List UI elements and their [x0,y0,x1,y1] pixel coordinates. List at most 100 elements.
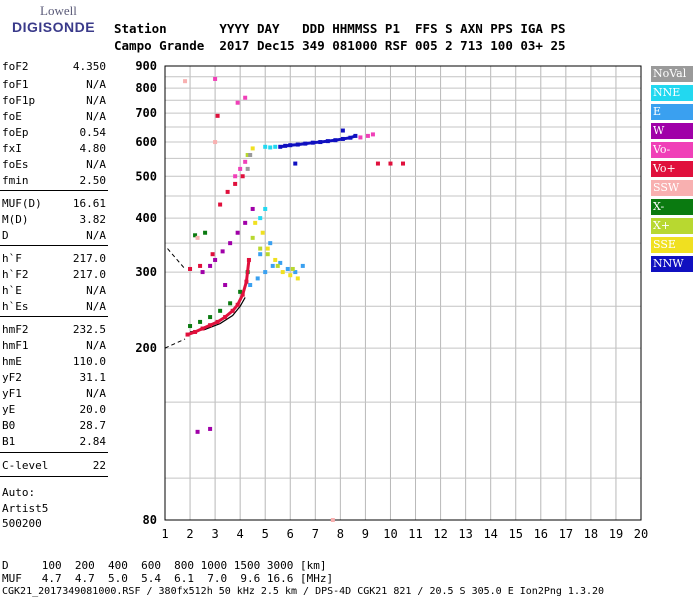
header-row-labels: Station YYYY DAY DDD HHMMSS P1 FFS S AXN… [114,21,566,36]
data-point-nne [263,206,268,211]
data-point-e [300,263,305,268]
data-point-vo [375,161,380,166]
data-point-sse [273,257,278,262]
separator [0,476,108,477]
data-point-x [198,319,203,324]
param-name: h`F [2,252,22,265]
param-value: N/A [86,78,106,91]
x-tick-label: 2 [186,527,193,541]
param-value: N/A [86,94,106,107]
data-point-ssw [330,518,335,522]
param-value: 22 [92,459,106,472]
param-value: 232.5 [72,323,106,336]
data-point-nne [268,145,273,150]
legend-item: E [651,104,693,120]
param-value: N/A [86,300,106,313]
data-point-x [238,289,243,294]
data-point-w [223,283,228,288]
legend-item: NoVal [651,66,693,82]
data-point-vo [365,133,370,138]
param-value: 16.61 [72,197,106,210]
x-tick-label: 5 [262,527,269,541]
data-point-vo [233,181,238,186]
separator [0,452,108,453]
data-point-w [250,206,255,211]
data-point-sse [295,276,300,281]
separator [0,245,108,246]
param-name: foEs [2,158,29,171]
y-tick-label: 800 [135,81,157,95]
x-tick-label: 13 [458,527,472,541]
legend-item: X+ [651,218,693,234]
data-point-sse [288,273,293,278]
x-tick-label: 4 [237,527,244,541]
data-point-nne [273,144,278,149]
data-point-ssw [213,140,218,145]
data-point-x [228,301,233,306]
data-point-e [278,260,283,265]
o-trace-line [187,259,251,336]
param-name: MUF(D) [2,197,42,210]
param-name: yF1 [2,387,22,400]
data-point-vo [240,174,245,179]
data-point-vo [233,174,238,179]
legend-item: SSE [651,237,693,253]
data-point-noval [248,152,253,157]
data-point-ssw [195,235,200,240]
param-value: 4.80 [79,142,107,155]
x-tick-label: 12 [433,527,447,541]
data-point-e [293,270,298,275]
param-value: 2.50 [79,174,107,187]
param-name: h`E [2,284,22,297]
x-tick-label: 8 [337,527,344,541]
param-name: D [2,229,9,242]
y-tick-label: 600 [135,135,157,149]
x-tick-label: 1 [161,527,168,541]
data-point-w [200,270,205,275]
data-point-sse [260,230,265,235]
param-value: 217.0 [72,268,106,281]
data-point-noval [245,166,250,171]
data-point-x [275,263,280,268]
d-row: D 100 200 400 600 800 1000 1500 3000 [km… [2,559,327,572]
profile-topside [167,248,186,270]
data-point-vo [215,113,220,118]
data-point-vo [225,189,230,194]
x-tick-label: 16 [534,527,548,541]
legend-item: X- [651,199,693,215]
legend-item: W [651,123,693,139]
param-name: foEp [2,126,29,139]
y-tick-label: 900 [135,59,157,73]
x-tick-label: 3 [211,527,218,541]
profile-extrapolation [164,338,186,349]
data-point-sse [250,146,255,151]
data-point-sse [280,270,285,275]
separator [0,190,108,191]
data-point-w [228,241,233,246]
plot-frame [164,65,642,521]
data-point-e [255,276,260,281]
param-name: fxI [2,142,22,155]
data-point-w [208,263,213,268]
profile-curve [189,297,246,333]
y-tick-label: 700 [135,106,157,120]
param-name: foE [2,110,22,123]
param-value: 2.84 [79,435,107,448]
param-name: hmE [2,355,22,368]
data-point-vo [213,76,218,81]
nnw-trace-line [279,134,356,149]
param-name: B0 [2,419,16,432]
logo-digisonde: DIGISONDE [12,19,96,35]
x-tick-label: 7 [312,527,319,541]
data-point-vo [210,252,215,257]
x-tick-label: 18 [584,527,598,541]
param-value: N/A [86,110,106,123]
data-point-nne [263,144,268,149]
data-point-w [220,249,225,254]
file-info: CGK21_2017349081000.RSF / 380fx512h 50 k… [2,586,605,597]
param-value: 0.54 [79,126,107,139]
x-tick-label: 19 [609,527,623,541]
y-tick-label: 400 [135,211,157,225]
x-tick-label: 9 [362,527,369,541]
